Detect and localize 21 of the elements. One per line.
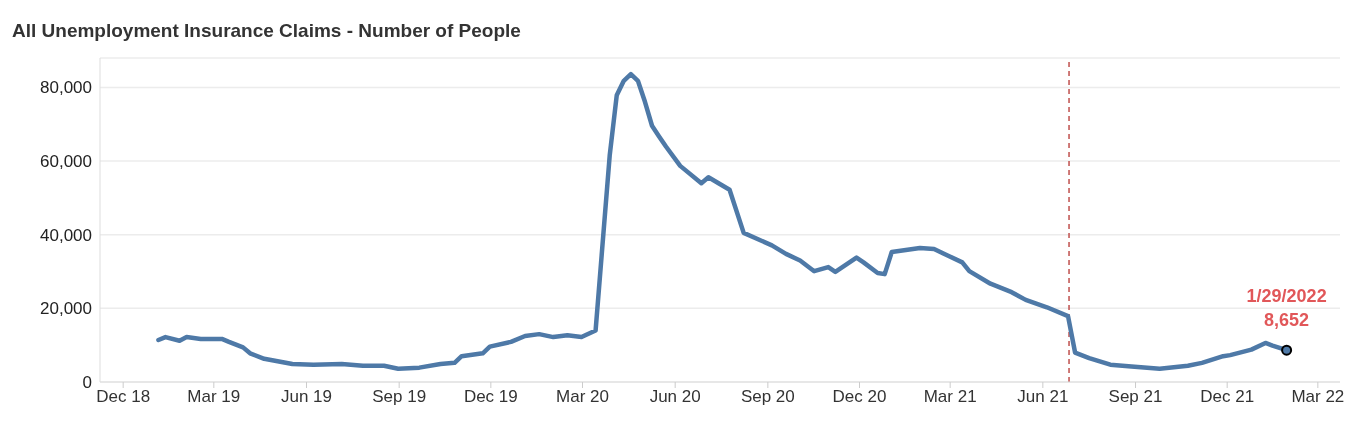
y-tick-label: 80,000 bbox=[40, 78, 92, 98]
x-tick-label: Mar 22 bbox=[1291, 387, 1345, 407]
x-tick-label: Dec 18 bbox=[96, 387, 151, 407]
y-tick-label: 40,000 bbox=[40, 225, 92, 245]
chart-title: All Unemployment Insurance Claims - Number of People bbox=[11, 19, 522, 43]
y-tick-label: 20,000 bbox=[40, 299, 92, 319]
x-tick-label: Mar 20 bbox=[556, 387, 609, 407]
y-tick-label: 0 bbox=[82, 373, 92, 393]
x-tick-label: Dec 21 bbox=[1200, 387, 1255, 407]
x-tick-label: Dec 19 bbox=[463, 387, 518, 407]
annotation: 1/29/2022 8,652 bbox=[1246, 286, 1327, 331]
x-tick-label: Dec 20 bbox=[832, 387, 887, 407]
y-tick-label: 60,000 bbox=[40, 152, 92, 172]
x-tick-label: Sep 20 bbox=[740, 387, 795, 407]
x-tick-label: Mar 19 bbox=[187, 387, 241, 407]
x-tick-label: Jun 21 bbox=[1017, 387, 1069, 407]
x-tick-label: Jun 19 bbox=[280, 387, 333, 407]
x-tick-label: Jun 20 bbox=[649, 387, 701, 407]
x-tick-label: Sep 19 bbox=[372, 387, 427, 407]
x-tick-label: Mar 21 bbox=[923, 387, 977, 407]
x-tick-label: Sep 21 bbox=[1108, 387, 1163, 407]
